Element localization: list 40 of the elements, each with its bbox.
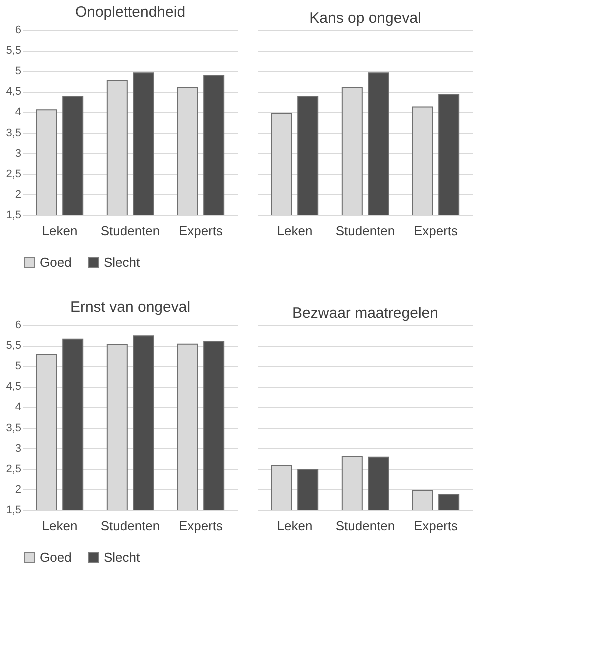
y-tick-label: 4 bbox=[15, 402, 22, 414]
y-tick-label: 3,5 bbox=[6, 422, 22, 434]
x-tick-label: Experts bbox=[178, 518, 224, 534]
x-tick-label: Experts bbox=[178, 224, 224, 238]
y-tick-label: 1,5 bbox=[6, 210, 22, 222]
x-tick-label: Studenten bbox=[100, 224, 160, 238]
x-tick-label: Leken bbox=[42, 518, 78, 534]
x-tick-label: Experts bbox=[414, 518, 459, 534]
y-tick-label: 6 bbox=[15, 320, 22, 332]
y-tick-label: 4 bbox=[15, 106, 22, 119]
y-tick-label: 6 bbox=[15, 24, 22, 36]
y-tick-label: 3 bbox=[15, 442, 22, 455]
y-tick-label: 4,5 bbox=[6, 86, 22, 98]
legend-label: Goed bbox=[40, 550, 72, 565]
y-tick-label: 1,5 bbox=[6, 504, 22, 516]
x-tick-label: Experts bbox=[414, 224, 459, 238]
legend-label: Slecht bbox=[104, 550, 141, 565]
y-tick-label: 2,5 bbox=[6, 463, 22, 476]
x-tick-label: Leken bbox=[277, 224, 313, 238]
y-tick-label: 5,5 bbox=[6, 45, 22, 58]
y-tick-label: 5 bbox=[15, 66, 22, 78]
legend-label: Slecht bbox=[104, 254, 141, 270]
y-tick-label: 2,5 bbox=[6, 168, 22, 180]
legend-label: Goed bbox=[40, 254, 72, 270]
x-tick-label: Leken bbox=[42, 224, 78, 238]
chart-title: Ernst van ongeval bbox=[70, 299, 191, 316]
chart-title: Kans op ongeval bbox=[310, 10, 422, 27]
y-tick-label: 3 bbox=[15, 148, 22, 160]
y-tick-label: 2 bbox=[15, 188, 22, 201]
y-tick-label: 4,5 bbox=[6, 381, 22, 394]
x-tick-label: Leken bbox=[277, 518, 313, 534]
x-tick-label: Studenten bbox=[336, 224, 396, 238]
chart-title: Onoplettendheid bbox=[75, 4, 186, 21]
y-tick-label: 3,5 bbox=[6, 127, 22, 140]
x-tick-label: Studenten bbox=[100, 518, 160, 534]
y-tick-label: 5,5 bbox=[6, 340, 22, 352]
y-tick-label: 5 bbox=[15, 360, 22, 373]
y-tick-label: 2 bbox=[15, 484, 22, 496]
x-tick-label: Studenten bbox=[336, 518, 396, 534]
chart-title: Bezwaar maatregelen bbox=[292, 305, 438, 322]
